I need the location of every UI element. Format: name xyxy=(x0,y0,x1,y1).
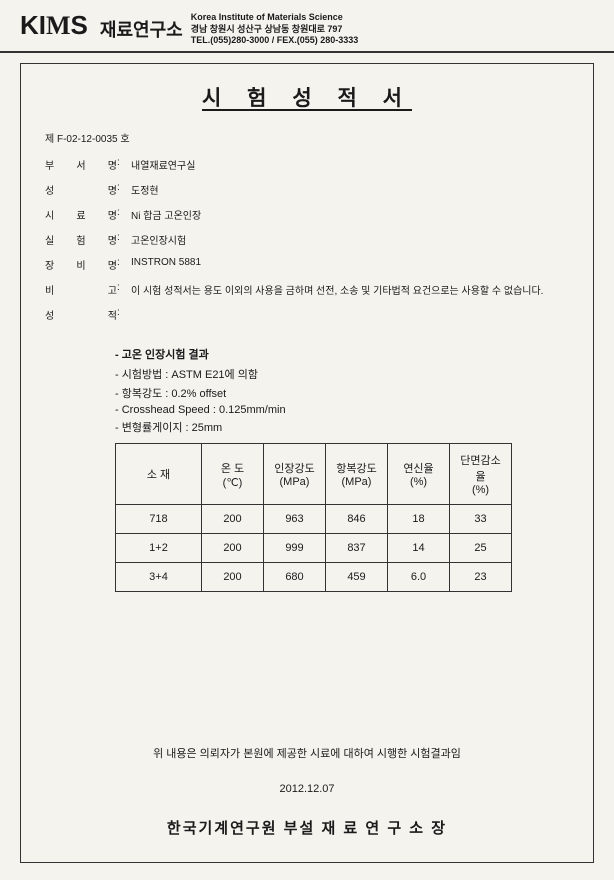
footer-org: 한국기계연구원 부설 재 료 연 구 소 장 xyxy=(21,817,593,838)
table-cell: 200 xyxy=(202,563,264,592)
table-row: 7182009638461833 xyxy=(116,505,512,534)
table-row: 1+22009998371425 xyxy=(116,534,512,563)
table-cell: 33 xyxy=(450,505,512,534)
letterhead: KIMS 재료연구소 Korea Institute of Materials … xyxy=(0,0,614,53)
table-cell: 837 xyxy=(326,534,388,563)
meta-value: Ni 합금 고온인장 xyxy=(131,207,569,222)
table-cell: 200 xyxy=(202,534,264,563)
table-header: 항복강도(MPa) xyxy=(326,444,388,505)
results-heading: - 고온 인장시험 결과 xyxy=(115,346,569,362)
meta-colon: : xyxy=(117,207,131,222)
meta-colon: : xyxy=(117,182,131,197)
footer-block: 위 내용은 의뢰자가 본원에 제공한 시료에 대하여 시행한 시험결과임 201… xyxy=(21,745,593,838)
institute-address: 경남 창원시 성산구 상남동 창원대로 797 xyxy=(191,24,359,36)
meta-value: INSTRON 5881 xyxy=(131,257,569,272)
table-cell: 718 xyxy=(116,505,202,534)
meta-value: 내열재료연구실 xyxy=(131,157,569,172)
page-frame: 시 험 성 적 서 제 F-02-12-0035 호 부서명:내열재료연구실성명… xyxy=(20,63,594,863)
table-header: 온 도(℃) xyxy=(202,444,264,505)
meta-value: 도정현 xyxy=(131,182,569,197)
meta-list: 부서명:내열재료연구실성명:도정현시료명:Ni 합금 고온인장실험명:고온인장시… xyxy=(45,157,569,322)
table-cell: 25 xyxy=(450,534,512,563)
results-line: - 항복강도 : 0.2% offset xyxy=(115,385,569,401)
results-line: - 변형률게이지 : 25mm xyxy=(115,419,569,435)
meta-label: 시료명 xyxy=(45,207,117,222)
institute-kr: 재료연구소 xyxy=(100,10,183,42)
results-line: - Crosshead Speed : 0.125mm/min xyxy=(115,404,569,416)
results-block: - 고온 인장시험 결과 - 시험방법 : ASTM E21에 의함 - 항복강도… xyxy=(115,346,569,592)
meta-label: 비고 xyxy=(45,282,117,297)
meta-colon: : xyxy=(117,282,131,297)
table-cell: 18 xyxy=(388,505,450,534)
meta-label: 성명 xyxy=(45,182,117,197)
table-cell: 680 xyxy=(264,563,326,592)
table-cell: 6.0 xyxy=(388,563,450,592)
table-cell: 459 xyxy=(326,563,388,592)
meta-row: 장비명:INSTRON 5881 xyxy=(45,257,569,272)
meta-label: 장비명 xyxy=(45,257,117,272)
institute-tel: TEL.(055)280-3000 / FEX.(055) 280-3333 xyxy=(191,35,359,47)
meta-label: 실험명 xyxy=(45,232,117,247)
logo-text-accent: M xyxy=(46,11,71,40)
results-line: - 시험방법 : ASTM E21에 의함 xyxy=(115,366,569,382)
table-cell: 14 xyxy=(388,534,450,563)
meta-colon: : xyxy=(117,257,131,272)
meta-value: 고온인장시험 xyxy=(131,232,569,247)
meta-colon: : xyxy=(117,232,131,247)
results-table: 소 재온 도(℃)인장강도(MPa)항복강도(MPa)연신율(%)단면감소율(%… xyxy=(115,443,512,592)
meta-label: 부서명 xyxy=(45,157,117,172)
logo: KIMS xyxy=(20,10,88,41)
footer-note: 위 내용은 의뢰자가 본원에 제공한 시료에 대하여 시행한 시험결과임 xyxy=(21,745,593,761)
table-header: 인장강도(MPa) xyxy=(264,444,326,505)
footer-date: 2012.12.07 xyxy=(21,783,593,795)
logo-text-post: S xyxy=(71,10,88,40)
table-cell: 200 xyxy=(202,505,264,534)
meta-row: 시료명:Ni 합금 고온인장 xyxy=(45,207,569,222)
meta-colon: : xyxy=(117,307,131,322)
meta-row: 실험명:고온인장시험 xyxy=(45,232,569,247)
meta-value: 이 시험 성적서는 용도 이외의 사용을 금하며 선전, 소송 및 기타법적 요… xyxy=(131,282,569,297)
meta-row: 성명:도정현 xyxy=(45,182,569,197)
doc-title: 시 험 성 적 서 xyxy=(45,82,569,112)
table-row: 3+42006804596.023 xyxy=(116,563,512,592)
institute-info: Korea Institute of Materials Science 경남 … xyxy=(191,10,359,47)
meta-label: 성적 xyxy=(45,307,117,322)
table-cell: 963 xyxy=(264,505,326,534)
meta-colon: : xyxy=(117,157,131,172)
table-header: 단면감소율(%) xyxy=(450,444,512,505)
meta-value xyxy=(131,307,569,322)
logo-text-pre: KI xyxy=(20,10,46,40)
table-cell: 999 xyxy=(264,534,326,563)
institute-en: Korea Institute of Materials Science xyxy=(191,12,359,24)
table-header: 연신율(%) xyxy=(388,444,450,505)
table-header: 소 재 xyxy=(116,444,202,505)
table-cell: 3+4 xyxy=(116,563,202,592)
doc-number: 제 F-02-12-0035 호 xyxy=(45,130,569,145)
table-cell: 23 xyxy=(450,563,512,592)
meta-row: 성적: xyxy=(45,307,569,322)
table-cell: 1+2 xyxy=(116,534,202,563)
meta-row: 비고:이 시험 성적서는 용도 이외의 사용을 금하며 선전, 소송 및 기타법… xyxy=(45,282,569,297)
table-cell: 846 xyxy=(326,505,388,534)
meta-row: 부서명:내열재료연구실 xyxy=(45,157,569,172)
